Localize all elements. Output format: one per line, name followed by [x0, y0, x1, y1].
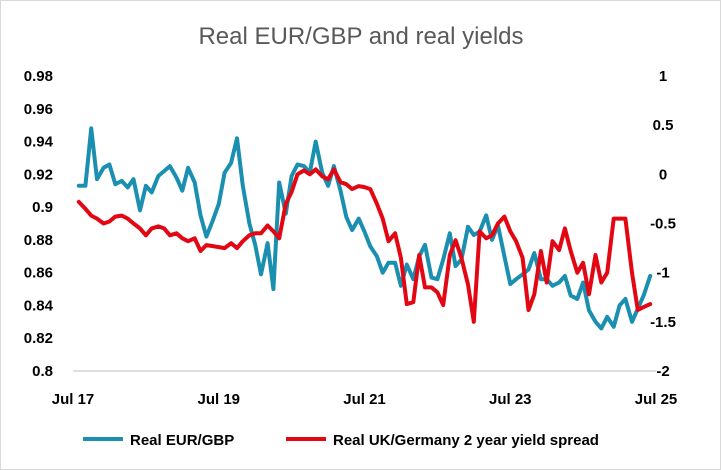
- legend-label: Real EUR/GBP: [130, 432, 234, 449]
- left-tick-label: 0.94: [24, 134, 54, 151]
- x-tick-label: Jul 21: [343, 391, 386, 408]
- left-tick-label: 0.98: [24, 68, 53, 85]
- left-tick-label: 0.86: [24, 265, 53, 282]
- left-axis: 0.98 0.96 0.94 0.92 0.9 0.88 0.86 0.84 0.82 0.8: [24, 68, 54, 380]
- right-tick-label: -1.5: [650, 314, 676, 331]
- x-tick-label: Jul 19: [197, 391, 240, 408]
- x-tick-label: Jul 23: [489, 391, 532, 408]
- left-tick-label: 0.92: [24, 166, 53, 183]
- plot-area: [76, 126, 653, 331]
- left-tick-label: 0.84: [24, 297, 54, 314]
- right-tick-label: 0: [659, 166, 667, 183]
- x-tick-label: Jul 17: [52, 391, 95, 408]
- series-line-yield-spread: [76, 167, 653, 324]
- right-tick-label: -0.5: [650, 216, 676, 233]
- right-tick-label: -2: [656, 363, 669, 380]
- right-tick-label: 1: [659, 68, 667, 85]
- x-tick-label: Jul 25: [635, 391, 678, 408]
- series-line-real-eur-gbp: [76, 126, 653, 331]
- left-tick-label: 0.82: [24, 330, 53, 347]
- right-tick-label: 0.5: [653, 117, 674, 134]
- left-tick-label: 0.88: [24, 232, 53, 249]
- x-axis: Jul 17 Jul 19 Jul 21 Jul 23 Jul 25: [52, 391, 678, 408]
- legend-label: Real UK/Germany 2 year yield spread: [333, 432, 599, 449]
- legend: Real EUR/GBP Real UK/Germany 2 year yield…: [83, 432, 599, 449]
- chart-title: Real EUR/GBP and real yields: [198, 23, 523, 50]
- right-axis: 1 0.5 0 -0.5 -1 -1.5 -2: [650, 68, 676, 380]
- right-tick-label: -1: [656, 265, 669, 282]
- left-tick-label: 0.8: [32, 363, 53, 380]
- left-tick-label: 0.96: [24, 101, 53, 118]
- left-tick-label: 0.9: [32, 199, 53, 216]
